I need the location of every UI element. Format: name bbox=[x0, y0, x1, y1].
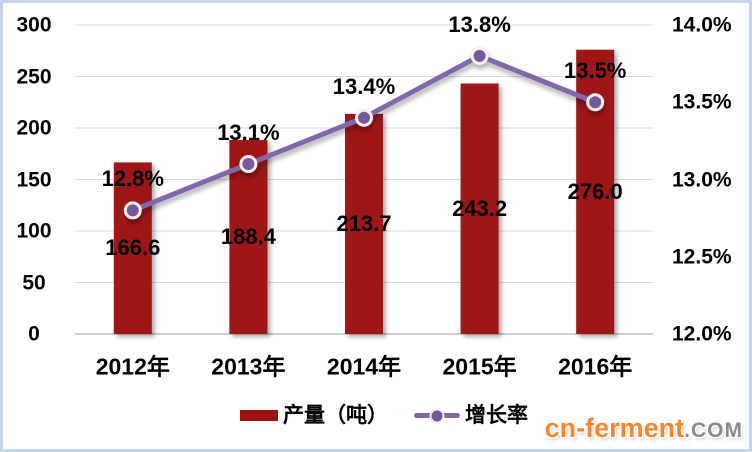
watermark: cn-ferment.COM bbox=[545, 415, 743, 442]
bar-value-label: 243.2 bbox=[452, 195, 508, 221]
right-axis-tick: 13.0% bbox=[672, 168, 732, 191]
watermark-brand: cn-ferment bbox=[544, 413, 685, 443]
right-axis-tick: 14.0% bbox=[672, 13, 732, 37]
line-marker-dot-icon bbox=[431, 410, 443, 421]
legend-label-growth-rate: 增长率 bbox=[465, 404, 528, 427]
legend-item-growth-rate: 增长率 bbox=[414, 405, 528, 426]
left-axis-tick: 150 bbox=[16, 168, 52, 191]
growth-marker-2013年 bbox=[239, 155, 258, 174]
growth-marker-2012年 bbox=[123, 201, 142, 220]
growth-pct-label: 13.8% bbox=[448, 11, 511, 37]
right-axis-tick: 13.5% bbox=[672, 90, 732, 114]
chart-legend: 产量（吨） 增长率 bbox=[240, 405, 528, 426]
bar-value-label: 188.4 bbox=[220, 223, 276, 249]
growth-pct-label: 13.4% bbox=[332, 73, 396, 99]
bar-2014年 bbox=[345, 113, 383, 334]
growth-pct-label: 12.8% bbox=[101, 166, 164, 192]
left-axis-tick: 100 bbox=[16, 219, 52, 243]
growth-pct-label: 13.5% bbox=[563, 58, 627, 84]
category-label: 2013年 bbox=[211, 353, 286, 380]
legend-label-production: 产量（吨） bbox=[283, 404, 388, 427]
bar-value-label: 276.0 bbox=[567, 178, 623, 204]
bar-2012年 bbox=[113, 162, 152, 334]
bar-swatch-icon bbox=[240, 410, 278, 421]
growth-line-group bbox=[123, 46, 605, 220]
watermark-suffix: .COM bbox=[684, 419, 743, 442]
line-marker-icon bbox=[414, 410, 460, 421]
left-axis-tick: 200 bbox=[16, 116, 52, 140]
bar-value-label: 166.6 bbox=[105, 235, 161, 261]
right-axis-tick: 12.5% bbox=[672, 245, 732, 269]
right-axis-tick: 12.0% bbox=[672, 322, 732, 346]
left-axis-tick: 0 bbox=[28, 322, 40, 346]
left-axis-tick: 300 bbox=[16, 13, 52, 37]
growth-marker-2014年 bbox=[355, 108, 373, 127]
bar-2015年 bbox=[460, 83, 499, 334]
growth-marker-2016年 bbox=[586, 93, 605, 112]
growth-pct-label: 13.1% bbox=[217, 120, 280, 146]
bar-value-label: 213.7 bbox=[336, 210, 392, 236]
left-axis-tick: 250 bbox=[16, 65, 52, 88]
category-label: 2014年 bbox=[326, 353, 402, 380]
category-label: 2016年 bbox=[558, 353, 633, 380]
category-label: 2012年 bbox=[95, 353, 170, 380]
category-label: 2015年 bbox=[442, 353, 517, 380]
left-axis-tick: 50 bbox=[22, 271, 46, 294]
growth-marker-2015年 bbox=[470, 46, 489, 65]
legend-item-production: 产量（吨） bbox=[240, 405, 388, 426]
